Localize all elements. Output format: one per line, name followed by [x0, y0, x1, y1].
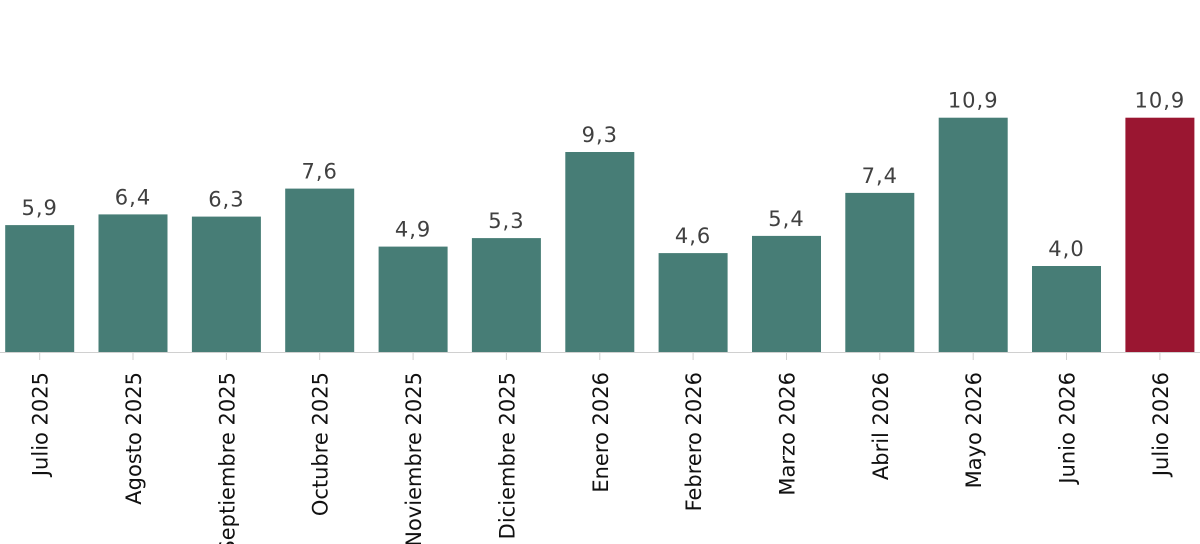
- bar: [98, 214, 168, 352]
- x-axis-category-label: Junio 2026: [1056, 372, 1080, 486]
- value-labels-group: 5,9 6,4 6,3 7,6 4,9 5,3 9,3 4,6 5,4 7,4 10,9 4,0 10,…: [21, 89, 1186, 261]
- x-axis-category-label: Octubre 2025: [309, 372, 333, 516]
- bar-value-label: 7,6: [301, 160, 337, 184]
- x-axis-category-label: Diciembre 2025: [495, 372, 519, 539]
- bar-value-label: 10,9: [948, 89, 999, 113]
- x-axis-category-label: Septiembre 2025: [215, 372, 239, 544]
- x-axis-category-label: Agosto 2025: [122, 372, 146, 505]
- bar-value-label: 5,4: [768, 207, 804, 231]
- bar-value-label: 5,9: [21, 196, 57, 220]
- bar: [285, 188, 355, 352]
- bar: [378, 246, 448, 352]
- bar-value-label: 4,0: [1048, 237, 1084, 261]
- bar-value-label: 9,3: [582, 123, 618, 147]
- bar: [1032, 266, 1101, 352]
- x-axis-category-label: Julio 2025: [29, 372, 53, 478]
- bar: [1125, 117, 1195, 352]
- bar-value-label: 4,9: [395, 218, 431, 242]
- bar: [471, 238, 541, 353]
- bar-value-label: 5,3: [488, 209, 524, 233]
- x-axis-category-label: Abril 2026: [869, 372, 893, 480]
- bar: [191, 216, 261, 352]
- x-axis-category-label: Enero 2026: [589, 372, 613, 493]
- bar: [752, 235, 821, 352]
- bar: [565, 152, 635, 352]
- bar-value-label: 6,3: [208, 188, 244, 212]
- bar-value-label: 6,4: [115, 185, 151, 209]
- x-axis-category-label: Febrero 2026: [682, 372, 706, 511]
- bar: [845, 192, 915, 352]
- x-axis-category-label: Noviembre 2025: [402, 372, 426, 544]
- x-axis-category-label: Julio 2026: [1149, 372, 1173, 478]
- bar: [5, 225, 75, 352]
- x-axis-category-label: Marzo 2026: [776, 372, 800, 496]
- bars-group: [5, 117, 1195, 353]
- x-axis-category-label: Mayo 2026: [962, 372, 986, 488]
- category-labels-group: Julio 2025 Agosto 2025 Septiembre 2025 Octu…: [29, 372, 1173, 544]
- bar: [938, 117, 1008, 352]
- bar-value-label: 4,6: [675, 224, 711, 248]
- bar-value-label: 10,9: [1135, 89, 1186, 113]
- bar: [658, 253, 728, 352]
- x-axis-ticks-group: [39, 352, 1161, 360]
- bar-value-label: 7,4: [862, 164, 898, 188]
